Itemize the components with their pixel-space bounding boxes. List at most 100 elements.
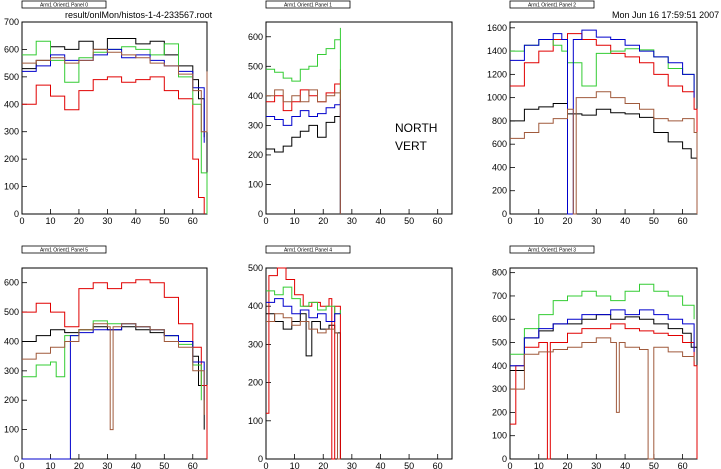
y-tick-label: 500 — [248, 263, 263, 273]
y-tick-label: 500 — [4, 72, 19, 82]
y-tick-label: 400 — [492, 162, 507, 172]
panel-title-box — [509, 0, 595, 9]
date-label: Mon Jun 16 17:59:51 2007 — [612, 10, 719, 20]
y-tick-label: 1000 — [487, 93, 507, 103]
y-tick-label: 400 — [4, 336, 19, 346]
y-tick-label: 700 — [4, 17, 19, 27]
y-tick-label: 0 — [502, 209, 507, 219]
y-tick-label: 600 — [492, 139, 507, 149]
panel-title-box — [21, 245, 107, 254]
panel-title-box — [265, 0, 351, 9]
x-tick-label: 50 — [404, 461, 414, 469]
annotation-north: NORTH — [395, 121, 437, 135]
plot-frame — [509, 267, 698, 460]
panel-1: Arm1 Orient1 Panel 10 10 20 30 40 50 600100200… — [248, 0, 453, 226]
series-black — [510, 314, 698, 459]
x-tick-label: 0 — [19, 216, 24, 226]
series-black — [266, 313, 341, 459]
file-path-label: result/onlMon/histos-1-4-233567.root — [65, 10, 213, 20]
x-tick-label: 10 — [290, 216, 300, 226]
x-tick-label: 0 — [263, 461, 268, 469]
y-tick-label: 400 — [4, 99, 19, 109]
y-tick-label: 100 — [492, 431, 507, 441]
panel-title: Arm1 Orient1 Panel 4 — [284, 248, 332, 254]
x-tick-label: 60 — [188, 216, 198, 226]
panel-title: Arm1 Orient1 Panel 3 — [528, 248, 576, 254]
series-black — [22, 38, 205, 138]
x-tick-label: 40 — [131, 216, 141, 226]
series-green — [266, 27, 341, 214]
x-tick-label: 10 — [534, 461, 544, 469]
series-blue — [510, 29, 695, 215]
panel-title: Arm1 Orient1 Panel 1 — [284, 3, 332, 9]
series-green — [510, 283, 695, 355]
x-tick-label: 50 — [159, 216, 169, 226]
x-tick-label: 10 — [534, 216, 544, 226]
series-green — [22, 40, 208, 214]
series-red — [266, 267, 341, 460]
x-tick-label: 10 — [45, 461, 55, 469]
series-brown — [266, 313, 341, 460]
y-tick-label: 600 — [4, 278, 19, 288]
x-tick-label: 10 — [290, 461, 300, 469]
panel-title: Arm1 Orient1 Panel 5 — [40, 248, 88, 254]
y-tick-label: 1400 — [487, 46, 507, 56]
y-tick-label: 800 — [492, 268, 507, 278]
y-tick-label: 0 — [258, 209, 263, 219]
y-tick-label: 100 — [248, 179, 263, 189]
x-tick-label: 40 — [375, 216, 385, 226]
x-tick-label: 20 — [563, 216, 573, 226]
y-tick-label: 200 — [248, 378, 263, 388]
x-tick-label: 0 — [19, 461, 24, 469]
y-tick-label: 400 — [492, 361, 507, 371]
y-tick-label: 600 — [4, 44, 19, 54]
y-tick-label: 500 — [4, 307, 19, 317]
panel-5: Arm1 Orient1 Panel 30 10 20 30 40 50 600100200… — [492, 245, 698, 469]
series-blue — [22, 48, 205, 143]
series-red — [510, 33, 698, 214]
y-tick-label: 800 — [492, 116, 507, 126]
plot-frame — [21, 21, 208, 215]
panel-title-box — [21, 0, 107, 9]
x-tick-label: 0 — [507, 461, 512, 469]
x-tick-label: 40 — [131, 461, 141, 469]
y-tick-label: 100 — [4, 182, 19, 192]
plot-frame — [509, 21, 698, 215]
y-tick-label: 400 — [248, 91, 263, 101]
series-brown — [510, 91, 698, 215]
x-tick-label: 40 — [620, 216, 630, 226]
series-blue — [266, 98, 341, 214]
x-tick-label: 0 — [263, 216, 268, 226]
x-tick-label: 60 — [188, 461, 198, 469]
y-tick-label: 600 — [248, 32, 263, 42]
x-tick-label: 30 — [102, 461, 112, 469]
series-red — [22, 76, 205, 214]
panel-title: Arm1 Orient1 Panel 2 — [528, 3, 576, 9]
y-tick-label: 0 — [14, 209, 19, 219]
x-tick-label: 50 — [159, 461, 169, 469]
y-tick-label: 200 — [248, 150, 263, 160]
series-green — [266, 286, 341, 315]
x-tick-label: 30 — [102, 216, 112, 226]
y-tick-label: 0 — [14, 454, 19, 464]
series-red — [22, 279, 208, 459]
x-tick-label: 10 — [45, 216, 55, 226]
series-red — [266, 69, 341, 214]
y-tick-label: 300 — [248, 120, 263, 130]
y-tick-label: 500 — [248, 61, 263, 71]
panel-title-box — [509, 245, 595, 254]
y-tick-label: 100 — [4, 425, 19, 435]
series-brown — [266, 89, 341, 214]
plot-frame — [21, 267, 208, 460]
x-tick-label: 60 — [433, 461, 443, 469]
series-brown — [22, 323, 205, 431]
y-tick-label: 200 — [4, 154, 19, 164]
annotation-vert: VERT — [395, 139, 427, 153]
x-tick-label: 30 — [591, 461, 601, 469]
x-tick-label: 60 — [678, 461, 688, 469]
y-tick-label: 1200 — [487, 69, 507, 79]
y-tick-label: 500 — [492, 338, 507, 348]
y-tick-label: 200 — [492, 407, 507, 417]
panel-title: Arm1 Orient1 Panel 0 — [40, 3, 88, 9]
